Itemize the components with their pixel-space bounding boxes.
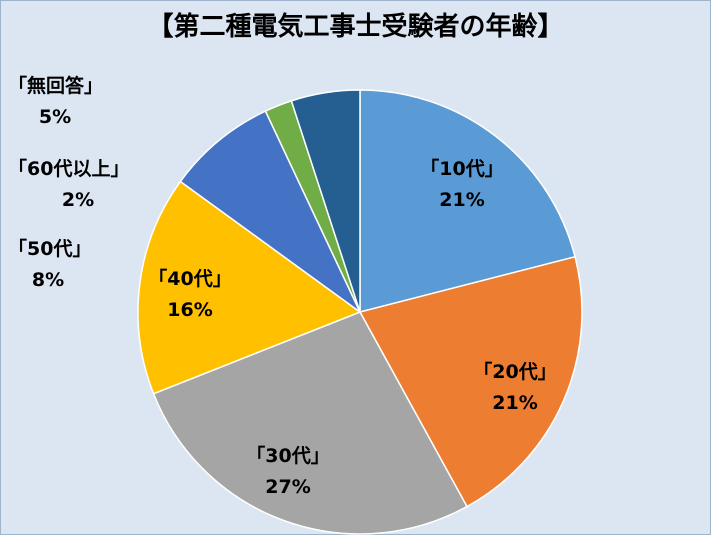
pie-slice-3 [152,311,468,535]
slice-label-3: 「30代」 [246,444,329,467]
pie-slice-5 [179,110,361,313]
slice-value-3: 27% [265,476,310,498]
pie-slice-4 [137,180,362,395]
slice-value-1: 21% [439,189,484,211]
slice-value-4: 16% [167,299,212,321]
slice-label-5: 「50代」 [8,237,91,260]
slice-label-6: 「60代以上」 [8,157,129,180]
slice-value-6: 2% [62,189,94,211]
slice-value-2: 21% [492,392,537,414]
pie-slice-1 [359,89,576,313]
pie-slice-2 [358,255,583,508]
slice-label-4: 「40代」 [148,267,231,290]
chart-title: 【第二種電気工事士受験者の年齢】 [147,12,564,42]
slice-label-7: 「無回答」 [8,74,103,97]
pie-slice-7 [290,89,361,313]
slice-value-7: 5% [39,106,71,128]
slice-value-5: 8% [32,269,64,291]
slice-label-2: 「20代」 [473,360,556,383]
slice-label-1: 「10代」 [420,157,503,180]
